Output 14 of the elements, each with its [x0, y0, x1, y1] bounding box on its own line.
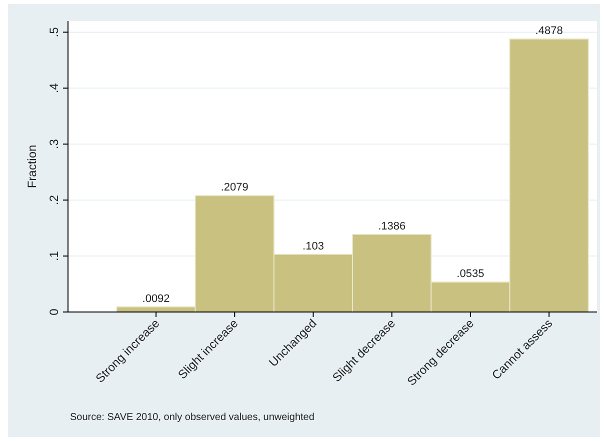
- y-tick-label: .1: [47, 250, 61, 262]
- y-tick-label: .5: [47, 26, 61, 38]
- data-label: .103: [302, 240, 324, 252]
- data-label: .2079: [220, 182, 248, 194]
- y-tick-label: .4: [47, 82, 61, 94]
- source-note: Source: SAVE 2010, only observed values, unweighted: [70, 412, 314, 423]
- data-label: .0535: [456, 268, 484, 280]
- y-tick-label: .2: [47, 194, 61, 206]
- data-label: .1386: [378, 220, 406, 232]
- data-label: .0092: [142, 292, 170, 305]
- data-label: .4878: [535, 25, 563, 38]
- y-tick-label: 0: [47, 308, 61, 316]
- y-tick-label: .3: [47, 138, 61, 150]
- y-axis-title: Fraction: [25, 144, 39, 188]
